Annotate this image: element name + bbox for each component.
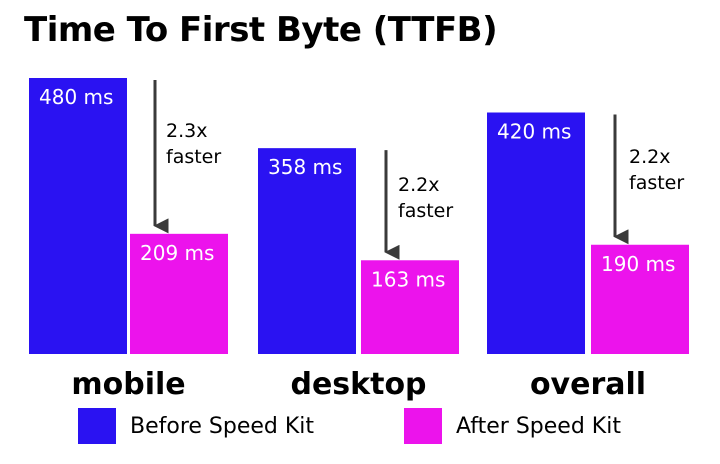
bar-overall-after: [591, 244, 689, 354]
speedup-word-desktop: faster: [398, 200, 453, 222]
speedup-factor-desktop: 2.2x: [398, 174, 439, 196]
data-label-mobile-after: 209 ms: [140, 241, 214, 265]
bar-overall-before: [487, 112, 585, 354]
speedup-factor-overall: 2.2x: [629, 146, 670, 168]
category-label-overall: overall: [530, 367, 646, 402]
category-label-desktop: desktop: [290, 367, 426, 402]
data-label-overall-before: 420 ms: [497, 120, 571, 144]
data-label-overall-after: 190 ms: [601, 252, 675, 276]
category-label-mobile: mobile: [71, 367, 185, 402]
data-label-desktop-before: 358 ms: [268, 155, 342, 179]
bar-desktop-after: [361, 260, 459, 354]
bar-desktop-before: [258, 148, 356, 354]
bar-mobile-before: [29, 78, 127, 354]
chart-title: Time To First Byte (TTFB): [24, 10, 498, 50]
speedup-word-mobile: faster: [166, 146, 221, 168]
speedup-factor-mobile: 2.3x: [166, 120, 207, 142]
data-label-mobile-before: 480 ms: [39, 85, 113, 109]
data-label-desktop-after: 163 ms: [371, 267, 445, 291]
bar-mobile-after: [130, 233, 228, 354]
speedup-word-overall: faster: [629, 172, 684, 194]
